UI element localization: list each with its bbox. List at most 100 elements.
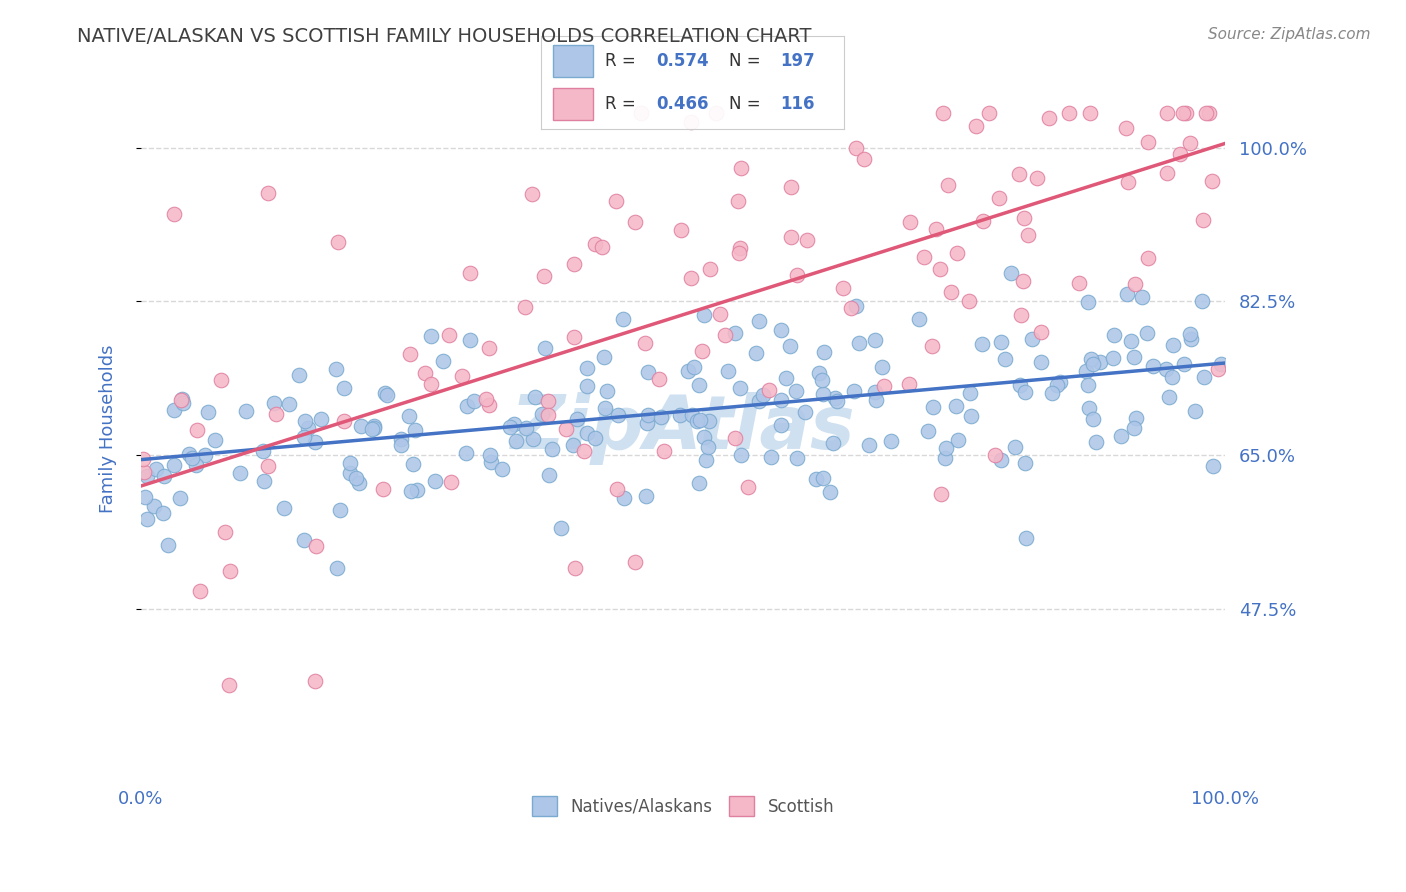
Point — [697, 440, 720, 454]
Point — [1012, 274, 1035, 288]
Point — [1122, 350, 1144, 364]
Point — [965, 119, 987, 133]
Point — [1161, 370, 1184, 384]
Point — [1178, 326, 1201, 341]
Point — [1084, 434, 1107, 449]
Point — [420, 329, 443, 343]
Point — [1163, 338, 1185, 352]
Text: 0.574: 0.574 — [657, 52, 709, 70]
Point — [946, 434, 969, 448]
Point — [576, 378, 599, 392]
Point — [402, 457, 425, 471]
Point — [1136, 326, 1159, 340]
Point — [287, 368, 309, 382]
Point — [478, 398, 501, 412]
Point — [1173, 357, 1195, 371]
Point — [214, 524, 236, 539]
Point — [1130, 290, 1153, 304]
Point — [1000, 266, 1022, 280]
Text: ZipAtlas: ZipAtlas — [510, 392, 855, 466]
Point — [596, 384, 619, 399]
Point — [1088, 355, 1111, 369]
Text: Source: ZipAtlas.com: Source: ZipAtlas.com — [1208, 27, 1371, 42]
Point — [363, 421, 385, 435]
Y-axis label: Family Households: Family Households — [100, 344, 117, 513]
Legend: Natives/Alaskans, Scottish: Natives/Alaskans, Scottish — [524, 788, 842, 825]
Point — [157, 538, 180, 552]
Point — [333, 414, 356, 428]
Point — [921, 400, 943, 414]
Point — [339, 457, 361, 471]
Point — [169, 491, 191, 505]
Point — [583, 236, 606, 251]
Point — [637, 365, 659, 379]
Point — [325, 361, 347, 376]
Point — [1014, 384, 1036, 399]
Point — [934, 450, 956, 465]
Point — [398, 409, 420, 423]
Point — [456, 445, 478, 459]
Point — [177, 446, 200, 460]
Point — [780, 229, 803, 244]
Point — [728, 246, 751, 260]
Point — [624, 555, 647, 569]
Point — [605, 194, 627, 208]
Point — [132, 465, 155, 479]
Point — [1046, 377, 1069, 392]
Point — [1171, 105, 1194, 120]
Point — [844, 384, 866, 398]
Point — [1057, 105, 1080, 120]
Point — [263, 396, 285, 410]
Point — [1080, 351, 1102, 366]
Point — [990, 335, 1012, 350]
Point — [1121, 334, 1143, 348]
Point — [257, 186, 280, 201]
Point — [688, 475, 710, 490]
Point — [264, 407, 287, 421]
Point — [180, 450, 202, 465]
Point — [779, 180, 801, 194]
Point — [669, 222, 692, 236]
Point — [450, 368, 472, 383]
Point — [898, 376, 921, 391]
Point — [209, 373, 232, 387]
Point — [1195, 105, 1218, 120]
Point — [456, 399, 478, 413]
Point — [1076, 378, 1098, 392]
Point — [530, 408, 553, 422]
Point — [748, 314, 770, 328]
Point — [538, 468, 561, 483]
Point — [1123, 420, 1146, 434]
Point — [1008, 377, 1031, 392]
Point — [807, 366, 830, 380]
Point — [592, 350, 614, 364]
Point — [1012, 211, 1035, 225]
Point — [669, 408, 692, 422]
Point — [564, 329, 586, 343]
Point — [935, 441, 957, 455]
Point — [931, 105, 953, 120]
Point — [945, 246, 967, 260]
Point — [170, 392, 193, 407]
Point — [304, 435, 326, 450]
Point — [1067, 276, 1090, 290]
Point — [1192, 213, 1215, 227]
Point — [811, 386, 834, 401]
Point — [1077, 295, 1099, 310]
Point — [704, 105, 727, 120]
Point — [939, 285, 962, 300]
Point — [163, 207, 186, 221]
Point — [786, 268, 808, 282]
Point — [770, 418, 793, 433]
Point — [533, 341, 555, 355]
Point — [218, 677, 240, 691]
Point — [825, 393, 848, 408]
Point — [613, 491, 636, 506]
Point — [984, 448, 1007, 462]
Point — [709, 307, 731, 321]
Point — [688, 378, 710, 392]
Point — [872, 359, 894, 374]
Point — [309, 411, 332, 425]
Point — [972, 337, 994, 351]
Point — [1125, 411, 1147, 425]
